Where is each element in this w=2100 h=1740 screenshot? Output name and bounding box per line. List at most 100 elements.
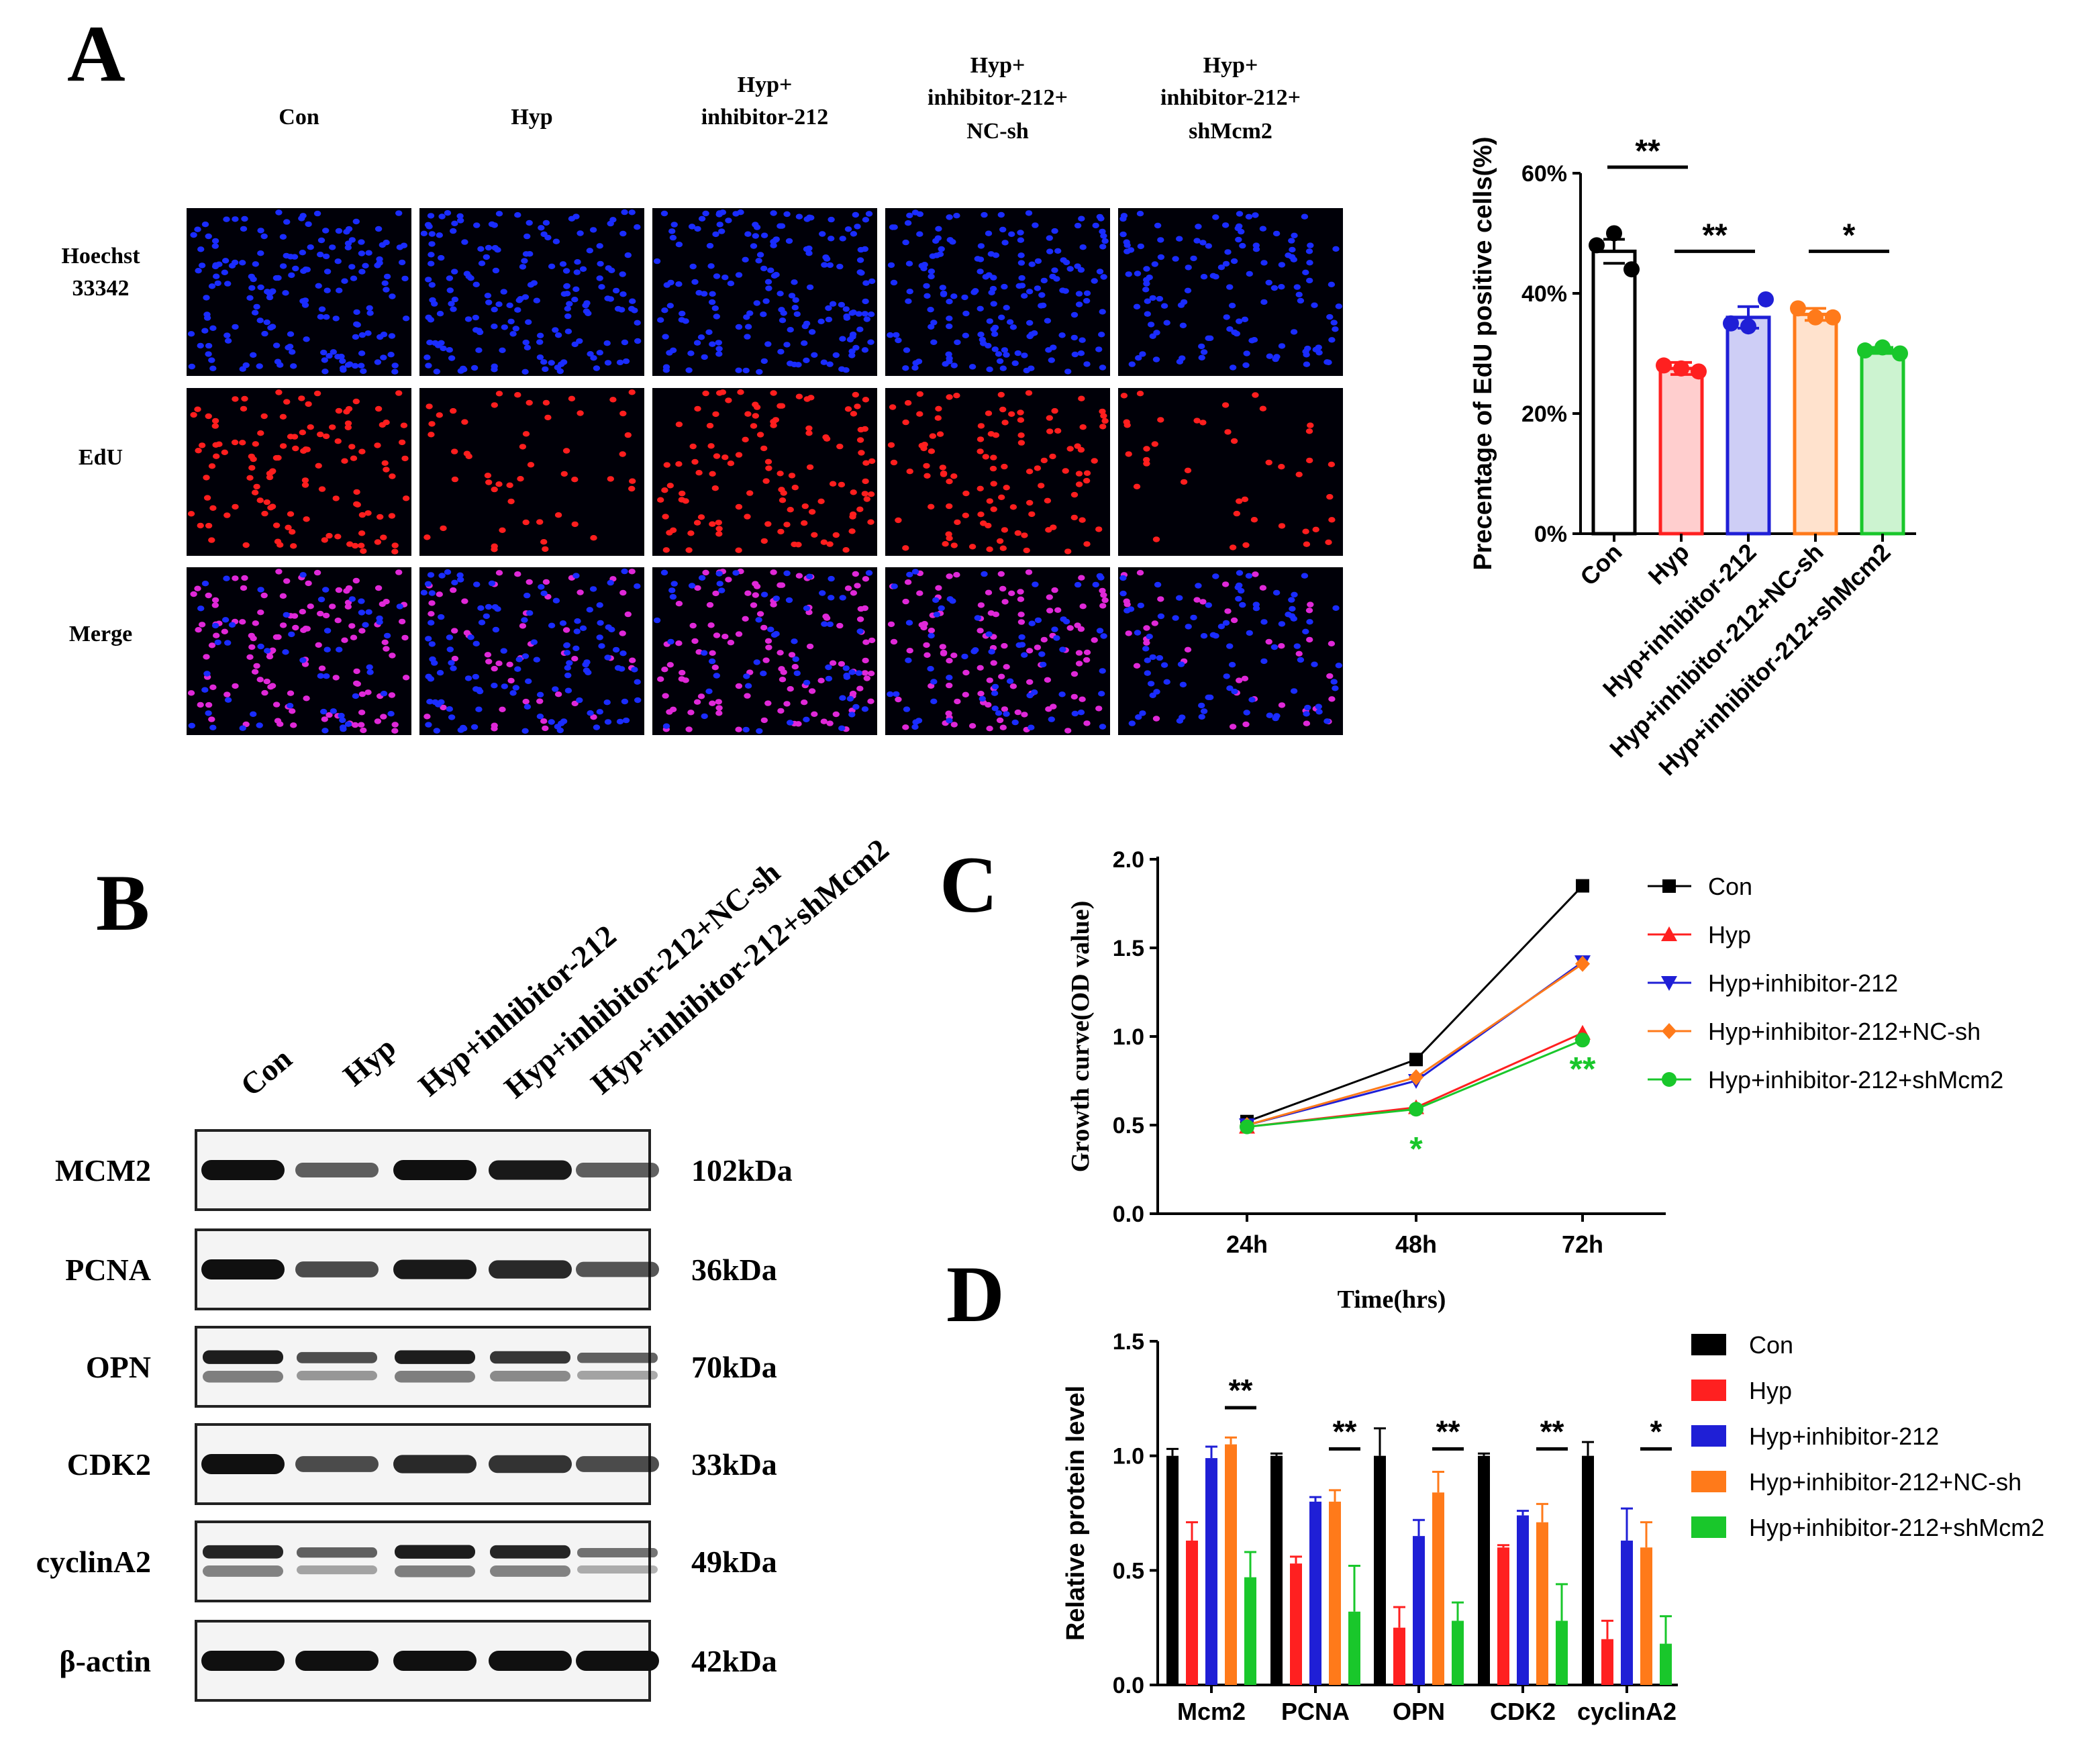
nucleus <box>358 598 365 604</box>
nucleus <box>1236 318 1243 324</box>
edu-nucleus <box>1307 422 1314 428</box>
edu-nucleus <box>322 433 330 440</box>
nucleus <box>760 624 768 631</box>
nucleus <box>1125 630 1132 636</box>
edu-nucleus <box>211 418 219 424</box>
nucleus <box>572 286 580 292</box>
series-line <box>1246 963 1583 1126</box>
edu-nucleus <box>1079 517 1086 523</box>
nucleus <box>1306 260 1313 266</box>
nucleus <box>257 610 264 616</box>
nucleus <box>450 587 457 593</box>
nucleus <box>988 289 995 295</box>
nucleus <box>852 704 860 710</box>
nucleus <box>1014 350 1022 356</box>
nucleus <box>358 239 365 245</box>
nucleus <box>213 273 220 279</box>
nucleus <box>961 653 968 660</box>
nucleus <box>624 252 632 258</box>
nucleus <box>533 297 540 303</box>
nucleus <box>991 331 999 337</box>
nucleus <box>1236 570 1244 576</box>
nucleus <box>1001 599 1009 605</box>
nucleus <box>742 256 749 262</box>
edu-nucleus <box>590 535 597 541</box>
nucleus <box>1078 215 1085 222</box>
nucleus <box>785 597 793 603</box>
nucleus <box>288 272 295 279</box>
nucleus <box>379 601 386 608</box>
edu-nucleus <box>251 489 259 495</box>
nucleus <box>662 693 669 699</box>
edu-nucleus <box>850 489 857 495</box>
nucleus <box>424 222 432 228</box>
nucleus <box>946 682 953 689</box>
nucleus <box>843 313 850 320</box>
micrograph-background <box>652 388 877 556</box>
nucleus <box>252 620 259 626</box>
edu-nucleus <box>291 434 299 440</box>
edu-nucleus <box>1017 417 1025 423</box>
edu-nucleus <box>451 448 458 454</box>
nucleus <box>843 673 850 679</box>
nucleus <box>1144 657 1152 663</box>
nucleus <box>208 716 215 722</box>
nucleus <box>1212 633 1219 639</box>
nucleus <box>425 722 432 728</box>
nucleus <box>1038 292 1046 298</box>
edu-nucleus <box>374 442 381 448</box>
nucleus <box>1134 630 1142 636</box>
nucleus <box>1185 624 1192 630</box>
nucleus <box>1303 352 1310 358</box>
nucleus <box>825 675 833 682</box>
series-Hyp+inhibitor-212+shMcm2: Hyp+inhibitor-212+shMcm2 <box>1244 1514 2044 1685</box>
nucleus <box>583 667 591 673</box>
edu-nucleus <box>693 520 701 526</box>
nucleus <box>1051 587 1058 593</box>
nucleus <box>562 627 570 633</box>
nucleus <box>451 269 458 275</box>
edu-nucleus <box>1152 536 1160 542</box>
edu-nucleus <box>902 419 909 426</box>
edu-nucleus <box>675 461 683 467</box>
nucleus <box>272 702 281 708</box>
edu-nucleus <box>491 402 498 408</box>
edu-nucleus <box>374 539 382 545</box>
nucleus <box>579 266 587 272</box>
edu-nucleus <box>675 422 683 428</box>
nucleus <box>523 704 532 710</box>
edu-nucleus <box>514 392 521 398</box>
nucleus <box>732 211 740 217</box>
nucleus <box>1075 650 1083 656</box>
nucleus <box>423 714 431 720</box>
edu-nucleus <box>685 547 693 553</box>
nucleus <box>895 696 902 703</box>
edu-nucleus <box>997 391 1005 398</box>
nucleus <box>194 585 201 591</box>
nucleus <box>750 243 758 249</box>
legend-label: Hyp+inhibitor-212+shMcm2 <box>1708 1066 2003 1094</box>
nucleus <box>1199 240 1207 246</box>
edu-nucleus <box>934 415 942 421</box>
column-header-line: shMcm2 <box>1189 119 1272 144</box>
nucleus <box>1278 262 1286 268</box>
nucleus <box>536 714 544 720</box>
edu-nucleus <box>863 496 871 502</box>
nucleus <box>478 620 486 626</box>
nucleus <box>1064 728 1072 734</box>
nucleus <box>861 670 869 676</box>
nucleus <box>1017 237 1025 243</box>
nucleus <box>1265 638 1272 645</box>
nucleus <box>275 569 283 575</box>
blot-band <box>295 1261 379 1277</box>
nucleus <box>260 592 268 599</box>
edu-nucleus <box>231 439 239 446</box>
edu-nucleus <box>232 396 239 402</box>
nucleus <box>974 615 982 621</box>
nucleus <box>1303 720 1311 726</box>
nucleus <box>1136 570 1144 576</box>
nucleus <box>624 611 632 618</box>
nucleus <box>1199 599 1207 605</box>
nucleus <box>977 691 985 697</box>
